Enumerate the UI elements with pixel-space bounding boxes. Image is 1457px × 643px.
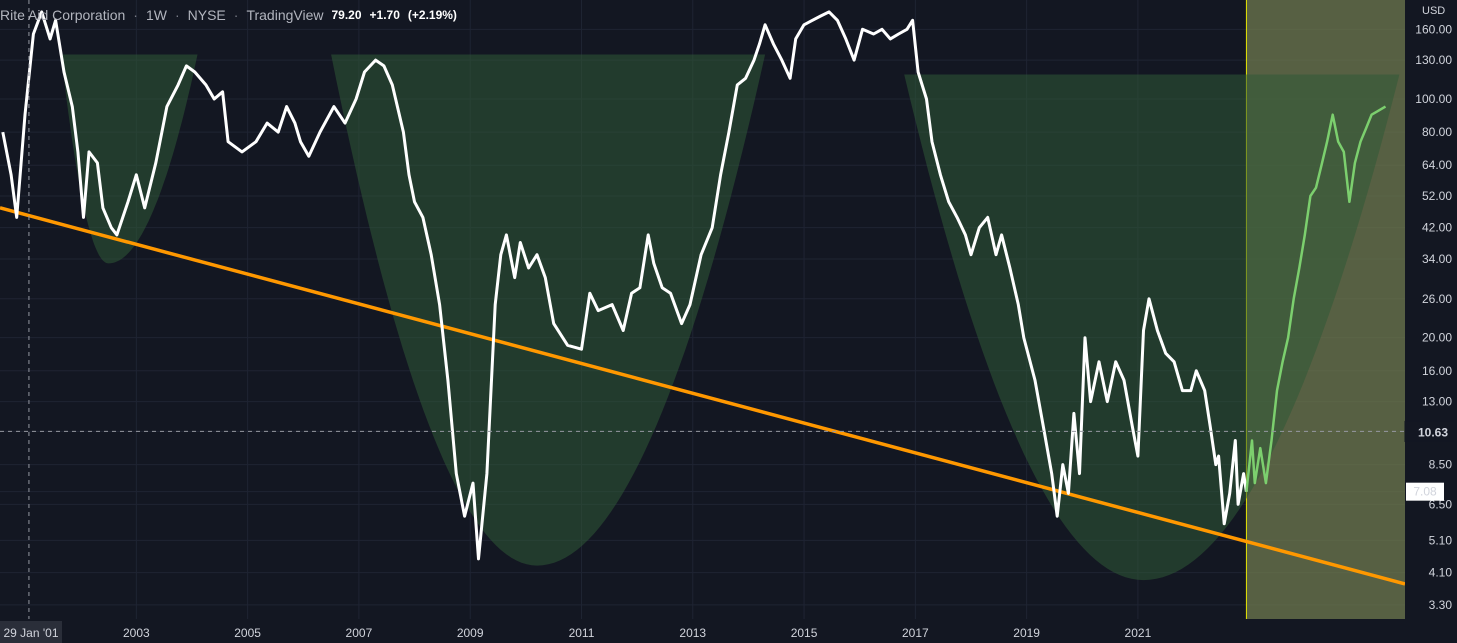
price-axis-background	[1405, 0, 1457, 643]
price-tick-label: 26.00	[1422, 292, 1452, 306]
header-separator: ·	[233, 7, 239, 23]
current-price-tag	[1404, 420, 1456, 442]
header-separator: ·	[133, 7, 138, 23]
symbol-header: Rite Aid Corporation · 1W · NYSE · Tradi…	[0, 4, 457, 26]
time-tick-label: 2003	[123, 626, 150, 640]
time-tick-label: 2007	[346, 626, 373, 640]
time-axis[interactable]: 2003 2005 2007 2009 2011 2013 2015 2017 2019 2021…	[0, 619, 1457, 643]
header-separator: ·	[174, 7, 180, 23]
time-tick-label: 2011	[569, 626, 595, 640]
exchange: NYSE	[187, 7, 226, 23]
price-tick-label: 20.00	[1422, 331, 1452, 345]
price-tick-label: 13.00	[1422, 395, 1452, 409]
current-price-label: 10.63	[1418, 425, 1448, 439]
crosshair-date-tag	[0, 621, 62, 643]
projected-price-line	[1245, 105, 1387, 492]
price-axis[interactable]: USD 160.00 130.00 100.00 80.00 64.00 52.00 42.0…	[1404, 0, 1457, 643]
last-price: 79.20	[331, 8, 362, 22]
price-tick-label: 4.10	[1429, 566, 1453, 580]
cup-shape	[904, 74, 1400, 581]
time-tick-label: 2013	[679, 626, 706, 640]
price-tick-label: 3.30	[1429, 598, 1453, 612]
trendline	[0, 206, 1406, 586]
symbol-name[interactable]: Rite Aid Corporation	[0, 7, 126, 23]
cup-shapes	[61, 54, 1400, 581]
currency-label: USD	[1422, 5, 1445, 17]
price-tick-label: 160.00	[1415, 22, 1452, 36]
time-tick-label: 2009	[457, 626, 484, 640]
marker-price-label: 7.08	[1413, 485, 1437, 499]
interval[interactable]: 1W	[145, 7, 167, 23]
crosshair	[0, 0, 1405, 619]
price-history-line	[1, 10, 1248, 561]
cup-shape	[61, 54, 198, 264]
time-axis-background	[0, 619, 1457, 643]
price-tick-label: 130.00	[1415, 53, 1452, 67]
time-tick-label: 2015	[791, 626, 818, 640]
crosshair-date-label: 29 Jan '01	[3, 626, 58, 640]
source: TradingView	[246, 7, 324, 23]
marker-price-tag	[1406, 482, 1444, 501]
trendline-layer	[0, 206, 1406, 586]
price-tick-label: 64.00	[1422, 158, 1452, 172]
time-tick-label: 2017	[902, 626, 929, 640]
price-tick-label: 16.00	[1422, 364, 1452, 378]
time-tick-label: 2019	[1013, 626, 1040, 640]
price-tick-label: 5.10	[1429, 533, 1453, 547]
price-tick-label: 52.00	[1422, 189, 1452, 203]
price-tick-label: 80.00	[1422, 125, 1452, 139]
price-change-percent: (+2.19%)	[407, 8, 457, 22]
price-change: +1.70	[369, 8, 400, 22]
price-tick-label: 34.00	[1422, 252, 1452, 266]
price-tick-label: 8.50	[1429, 458, 1453, 472]
time-tick-label: 2021	[1125, 626, 1152, 640]
price-tick-label: 42.00	[1422, 221, 1452, 235]
price-tick-label: 100.00	[1415, 92, 1452, 106]
cup-shape	[331, 54, 766, 566]
time-tick-label: 2005	[234, 626, 261, 640]
price-series-layer	[1, 10, 1387, 561]
price-tick-label: 6.50	[1429, 497, 1453, 511]
